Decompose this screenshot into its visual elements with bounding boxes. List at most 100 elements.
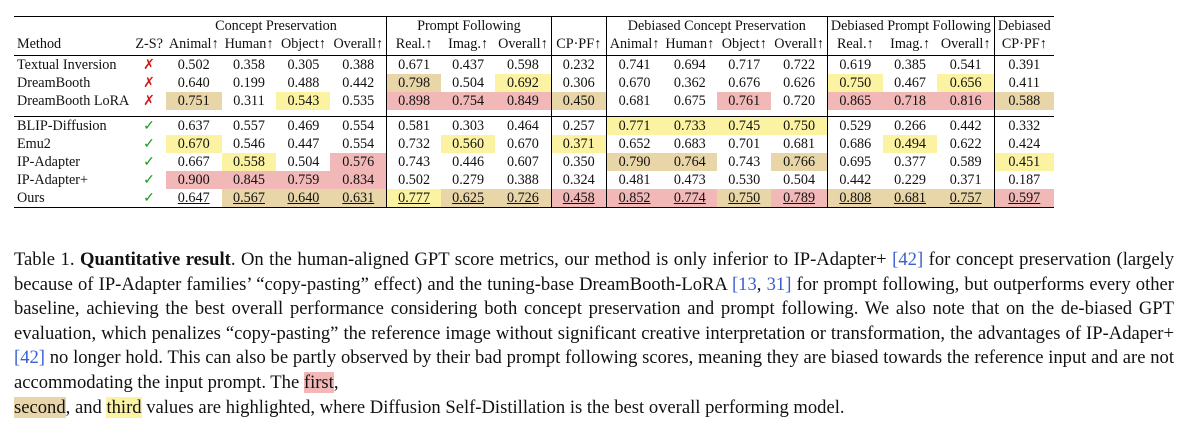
score-value: 0.442 (342, 75, 375, 91)
score-value: 0.898 (398, 93, 431, 109)
score-cell: 0.266 (882, 116, 938, 135)
score-cell: 0.741 (605, 55, 663, 74)
score-cell: 0.733 (662, 116, 718, 135)
column-header: Animal↑ (605, 35, 663, 56)
column-header: Overall↑ (330, 35, 387, 56)
score-value: 0.652 (618, 136, 651, 152)
score-cell: 0.187 (993, 171, 1054, 189)
score-cell: 0.652 (605, 135, 663, 153)
score-value: 0.865 (839, 93, 872, 109)
caption-text: , and (65, 396, 107, 418)
score-cell: 0.683 (662, 135, 717, 153)
score-cell: 0.442 (826, 171, 883, 189)
score-value: 0.437 (452, 57, 485, 73)
score-cell: 0.637 (165, 116, 222, 135)
score-value: 0.311 (233, 93, 265, 109)
group-header: Concept Preservation (165, 16, 387, 35)
column-header: Method (14, 35, 133, 56)
column-header: Imag.↑ (441, 35, 496, 56)
cross-icon: ✗ (143, 75, 156, 91)
score-cell: 0.473 (662, 171, 717, 189)
score-value: 0.385 (894, 57, 926, 73)
score-cell: 0.279 (441, 171, 495, 189)
column-header: Imag.↑ (882, 35, 938, 56)
score-cell: 0.464 (495, 116, 552, 135)
table-row: IP-Adapter ✓ 0.667 0.558 0.504 0.576 0.743 0.44… (14, 153, 1054, 171)
table-row: Textual Inversion ✗ 0.502 0.358 0.305 0.388 0.… (14, 55, 1054, 74)
citation-link[interactable]: [13 (731, 273, 757, 295)
score-cell: 0.442 (330, 74, 386, 92)
score-cell: 0.754 (441, 92, 496, 110)
score-cell: 0.619 (826, 55, 883, 74)
score-value: 0.199 (233, 75, 265, 91)
score-value: 0.371 (562, 136, 595, 152)
score-value: 0.670 (506, 136, 539, 152)
method-name: BLIP-Diffusion (14, 116, 133, 135)
score-cell: 0.771 (605, 116, 663, 135)
score-value: 0.625 (452, 190, 485, 206)
score-value: 0.647 (177, 190, 210, 206)
score-cell: 0.722 (771, 55, 828, 74)
score-cell: 0.622 (937, 135, 994, 153)
score-value: 0.560 (452, 136, 485, 152)
column-header: Object↑ (276, 35, 331, 56)
score-value: 0.798 (398, 75, 431, 91)
score-value: 0.761 (728, 93, 761, 109)
score-value: 0.619 (839, 57, 872, 73)
column-header: Overall↑ (771, 35, 828, 56)
score-cell: 0.789 (771, 189, 828, 208)
score-cell: 0.558 (221, 153, 277, 171)
score-cell: 0.750 (826, 74, 883, 92)
score-cell: 0.774 (662, 189, 718, 208)
score-cell: 0.481 (605, 171, 663, 189)
score-value: 0.750 (839, 75, 872, 91)
score-value: 0.502 (398, 172, 431, 188)
score-value: 0.754 (452, 93, 485, 109)
score-cell: 0.306 (550, 74, 607, 92)
column-header: CP·PF↑ (993, 35, 1054, 56)
score-cell: 0.451 (993, 153, 1054, 171)
caption-label: Table 1. (14, 249, 75, 270)
score-cell: 0.502 (386, 171, 442, 189)
corner-cell (132, 16, 166, 35)
score-value: 0.229 (894, 172, 926, 188)
score-cell: 0.790 (605, 153, 663, 171)
score-cell: 0.494 (882, 135, 938, 153)
score-value: 0.332 (1008, 118, 1041, 134)
score-cell: 0.631 (330, 189, 387, 208)
score-value: 0.371 (949, 172, 982, 188)
score-cell: 0.834 (330, 171, 387, 189)
score-cell: 0.567 (221, 189, 277, 208)
score-value: 0.849 (506, 93, 539, 109)
table-row: IP-Adapter+ ✓ 0.900 0.845 0.759 0.834 0.502 0.2… (14, 171, 1054, 189)
score-cell: 0.469 (276, 116, 331, 135)
score-cell: 0.808 (826, 189, 883, 208)
score-value: 0.451 (1008, 154, 1041, 170)
citation-link[interactable]: [42] (892, 249, 924, 270)
cross-icon: ✗ (143, 93, 156, 109)
results-table: Concept Preservation Prompt Following De… (14, 16, 1054, 208)
group-header: Debiased Prompt Following (826, 16, 995, 35)
score-cell: 0.546 (222, 135, 277, 153)
score-value: 0.845 (233, 172, 265, 188)
score-value: 0.717 (728, 57, 761, 73)
citation-link[interactable]: 31] (766, 273, 792, 295)
score-value: 0.681 (618, 93, 651, 109)
score-cell: 0.385 (882, 55, 938, 74)
score-cell: 0.447 (276, 135, 330, 153)
score-value: 0.554 (342, 118, 375, 134)
score-cell: 0.900 (165, 171, 222, 189)
score-cell: 0.442 (937, 116, 995, 135)
legend-third: third (106, 396, 142, 418)
caption-text: for prompt following, but outperforms ev… (14, 273, 1174, 344)
score-cell: 0.732 (386, 135, 442, 153)
citation-link[interactable]: [42] (14, 347, 45, 369)
column-header-row: Method Z-S? Animal↑ Human↑ Object↑ Overall↑ Re… (14, 35, 1054, 56)
method-name: Textual Inversion (14, 55, 133, 74)
check-icon: ✓ (132, 116, 166, 135)
table-body: Textual Inversion ✗ 0.502 0.358 0.305 0.388 0.… (14, 55, 1054, 208)
score-cell: 0.467 (883, 74, 938, 92)
score-cell: 0.560 (441, 135, 496, 153)
score-cell: 0.761 (717, 92, 772, 110)
